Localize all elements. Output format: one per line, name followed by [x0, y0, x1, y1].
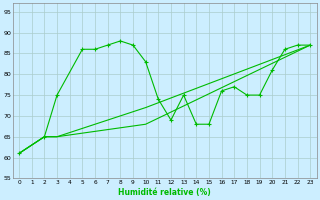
X-axis label: Humidité relative (%): Humidité relative (%)	[118, 188, 211, 197]
